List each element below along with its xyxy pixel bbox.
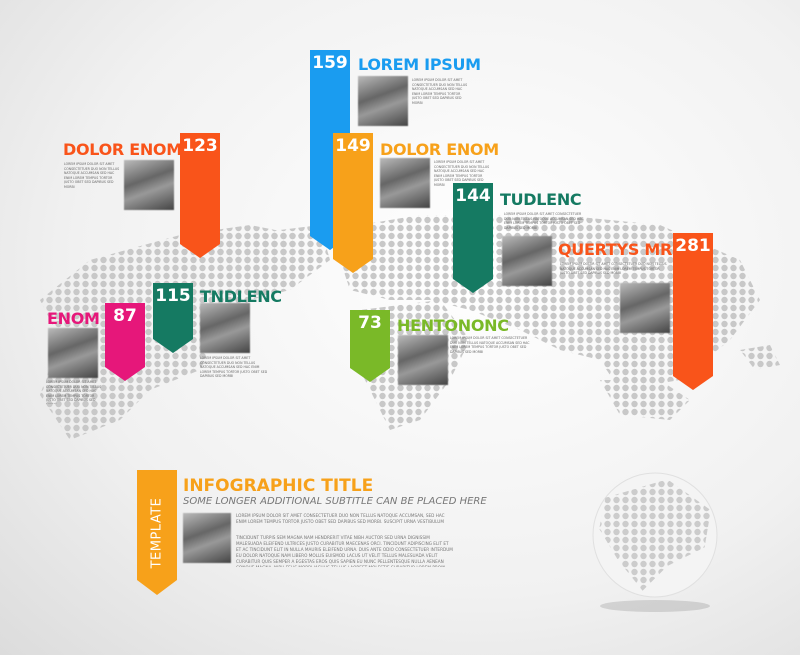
value-flag: 144 [453, 183, 493, 293]
marker-text: LOREM IPSUM DOLOR SIT AMET CONSECTETUER … [46, 380, 102, 404]
marker-title: HENTONONC [397, 316, 509, 335]
marker-text: LOREM IPSUM DOLOR SIT AMET CONSECTETUER … [560, 262, 667, 275]
marker-title: TUDLENC [500, 190, 582, 209]
value-flag: 281 [673, 233, 713, 390]
value-flag: 87 [105, 303, 145, 381]
photo [200, 303, 250, 353]
photo [620, 283, 670, 333]
marker-title: LOREM IPSUM [358, 55, 481, 74]
marker-text: LOREM IPSUM DOLOR SIT AMET CONSECTETUER … [450, 336, 530, 354]
globe [592, 472, 718, 612]
template-label: TEMPLATE [149, 497, 165, 568]
value-flag: 149 [333, 133, 373, 273]
value-flag: 115 [153, 283, 193, 353]
marker-title: TNDLENC [200, 287, 282, 306]
photo [502, 236, 552, 286]
value-flag: 73 [350, 310, 390, 382]
marker-text: LOREM IPSUM DOLOR SIT AMET CONSECTETUER … [64, 162, 120, 189]
infographic-title: INFOGRAPHIC TITLE [183, 476, 374, 496]
marker-text: LOREM IPSUM DOLOR SIT AMET CONSECTETUER … [412, 78, 468, 105]
photo [398, 335, 448, 385]
photo [183, 513, 231, 563]
paragraph-1: LOREM IPSUM DOLOR SIT AMET CONSECTETUER … [236, 513, 445, 524]
photo [380, 158, 430, 208]
marker-text: LOREM IPSUM DOLOR SIT AMET CONSECTETUER … [200, 356, 268, 378]
marker-title: ENOM [47, 309, 100, 328]
infographic-subtitle: SOME LONGER ADDITIONAL SUBTITLE CAN BE P… [183, 496, 487, 507]
marker-title: DOLOR ENOM [63, 140, 182, 159]
photo [124, 160, 174, 210]
marker-text: LOREM IPSUM DOLOR SIT AMET CONSECTETUER … [504, 212, 584, 230]
marker-title: QUERTYS MR [558, 240, 672, 259]
photo [48, 328, 98, 378]
value-flag: 123 [180, 133, 220, 258]
marker-text: LOREM IPSUM DOLOR SIT AMET CONSECTETUER … [434, 160, 490, 187]
marker-title: DOLOR ENOM [380, 140, 499, 159]
template-tag: TEMPLATE [137, 470, 177, 595]
photo [358, 76, 408, 126]
paragraph-2: TINCIDUNT TURPIS SEM MAGNA NAM HENDRERIT… [236, 535, 453, 567]
